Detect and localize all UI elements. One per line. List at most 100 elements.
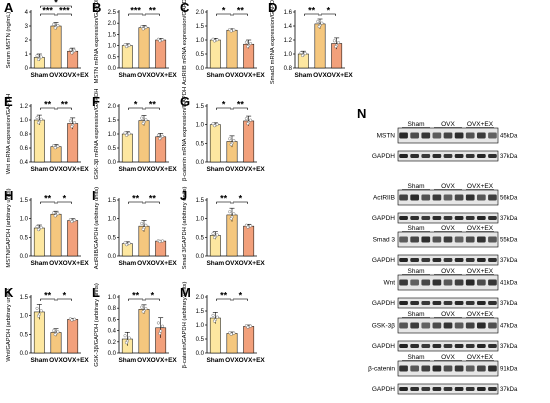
blot-protein-label: GAPDH bbox=[372, 215, 395, 222]
data-point bbox=[215, 38, 219, 42]
y-axis-label: ActRIIB mRNA expression/GAPDH bbox=[182, 0, 188, 85]
data-point bbox=[158, 39, 162, 43]
y-tick-label: 1.0 bbox=[20, 314, 29, 320]
y-tick-label: 1.0 bbox=[108, 132, 117, 138]
blot-band bbox=[488, 387, 497, 391]
data-point bbox=[37, 121, 41, 125]
blot-kda-label: 37kDa bbox=[500, 301, 518, 307]
y-tick-label: 3 bbox=[25, 24, 29, 30]
blot-protein-label: GAPDH bbox=[372, 153, 395, 160]
y-tick-label: 0.0 bbox=[108, 254, 117, 260]
blot-group-label: OVX bbox=[441, 183, 455, 190]
y-tick-label: 1.5 bbox=[108, 32, 117, 38]
data-point bbox=[141, 121, 145, 125]
blot-band bbox=[421, 279, 431, 286]
blot-band bbox=[465, 216, 475, 220]
x-tick-label: OVX bbox=[49, 357, 63, 364]
bar bbox=[121, 133, 133, 163]
bar bbox=[155, 240, 167, 257]
data-point bbox=[56, 330, 60, 334]
data-point bbox=[56, 23, 60, 27]
blot-band bbox=[476, 279, 486, 286]
data-point bbox=[232, 28, 236, 32]
bar bbox=[243, 326, 255, 354]
data-point bbox=[232, 139, 236, 143]
bar bbox=[33, 227, 45, 257]
blot-band bbox=[399, 365, 408, 372]
blot-band bbox=[488, 132, 497, 139]
blot-band bbox=[443, 216, 453, 220]
significance-label: ** bbox=[149, 6, 157, 16]
data-point bbox=[53, 146, 57, 150]
x-tick-label: OVX bbox=[225, 72, 239, 79]
data-point bbox=[70, 318, 74, 322]
y-axis-label: Smad3 mRNA expression/GAPDH bbox=[270, 0, 276, 84]
bar bbox=[314, 23, 326, 69]
blot-band bbox=[399, 216, 408, 220]
data-point bbox=[249, 118, 253, 122]
x-tick-label: OVX bbox=[137, 72, 151, 79]
blot-band bbox=[454, 132, 464, 139]
data-point bbox=[161, 38, 165, 42]
y-tick-label: 0.5 bbox=[196, 141, 205, 147]
data-point bbox=[215, 315, 219, 319]
data-point bbox=[159, 329, 163, 333]
blot-kda-label: 47kDa bbox=[500, 324, 518, 330]
x-tick-label: OVX+EX bbox=[239, 72, 266, 79]
y-tick-label: 2.0 bbox=[196, 10, 205, 16]
data-point bbox=[127, 336, 131, 340]
blot-band bbox=[476, 194, 486, 201]
significance-label: ** bbox=[132, 194, 140, 204]
blot-band bbox=[443, 132, 453, 139]
x-tick-label: OVX bbox=[225, 260, 239, 267]
blot-band bbox=[488, 279, 497, 286]
blot-protein-label: Smad 3 bbox=[373, 237, 396, 244]
y-tick-label: 2.5 bbox=[108, 10, 117, 16]
bar bbox=[155, 136, 167, 163]
blot-band bbox=[476, 154, 486, 158]
x-tick-label: OVX+EX bbox=[63, 72, 90, 79]
blot-band bbox=[488, 194, 497, 201]
bar bbox=[50, 25, 62, 69]
bar bbox=[67, 220, 79, 257]
data-point bbox=[244, 40, 248, 44]
blot-band bbox=[476, 344, 486, 348]
significance-label: * bbox=[63, 194, 67, 204]
x-tick-label: Sham bbox=[30, 72, 48, 79]
blot-band bbox=[443, 258, 453, 262]
blot-group-label: OVX+EX bbox=[467, 121, 494, 128]
data-point bbox=[320, 21, 324, 25]
blot-band bbox=[443, 236, 453, 243]
blot-band bbox=[443, 387, 453, 391]
bar bbox=[209, 39, 221, 69]
data-point bbox=[215, 233, 219, 237]
y-tick-label: 1.5 bbox=[108, 198, 117, 204]
blot-band bbox=[476, 236, 486, 243]
x-tick-label: Sham bbox=[206, 260, 224, 267]
data-point bbox=[125, 45, 129, 49]
data-point bbox=[127, 43, 131, 47]
x-tick-label: OVX+EX bbox=[63, 166, 90, 173]
y-tick-label: 1.0 bbox=[108, 44, 117, 50]
bar bbox=[67, 123, 79, 163]
data-point bbox=[53, 214, 57, 218]
blot-band bbox=[443, 365, 453, 372]
bar bbox=[226, 29, 238, 69]
y-tick-label: 1.0 bbox=[284, 52, 293, 58]
blot-band bbox=[465, 258, 475, 262]
blot-band bbox=[454, 322, 464, 329]
significance-label: * bbox=[63, 291, 67, 301]
data-point bbox=[161, 324, 165, 328]
blot-protein-label: GSK-3β bbox=[372, 323, 396, 330]
y-tick-label: 1.0 bbox=[196, 323, 205, 329]
panel-letter: E bbox=[4, 94, 13, 109]
y-tick-label: 2.0 bbox=[108, 21, 117, 27]
y-tick-label: 0.6 bbox=[20, 146, 29, 152]
x-tick-label: OVX+EX bbox=[239, 357, 266, 364]
blot-band bbox=[432, 344, 442, 348]
blot-band bbox=[465, 387, 475, 391]
data-point bbox=[229, 332, 233, 336]
